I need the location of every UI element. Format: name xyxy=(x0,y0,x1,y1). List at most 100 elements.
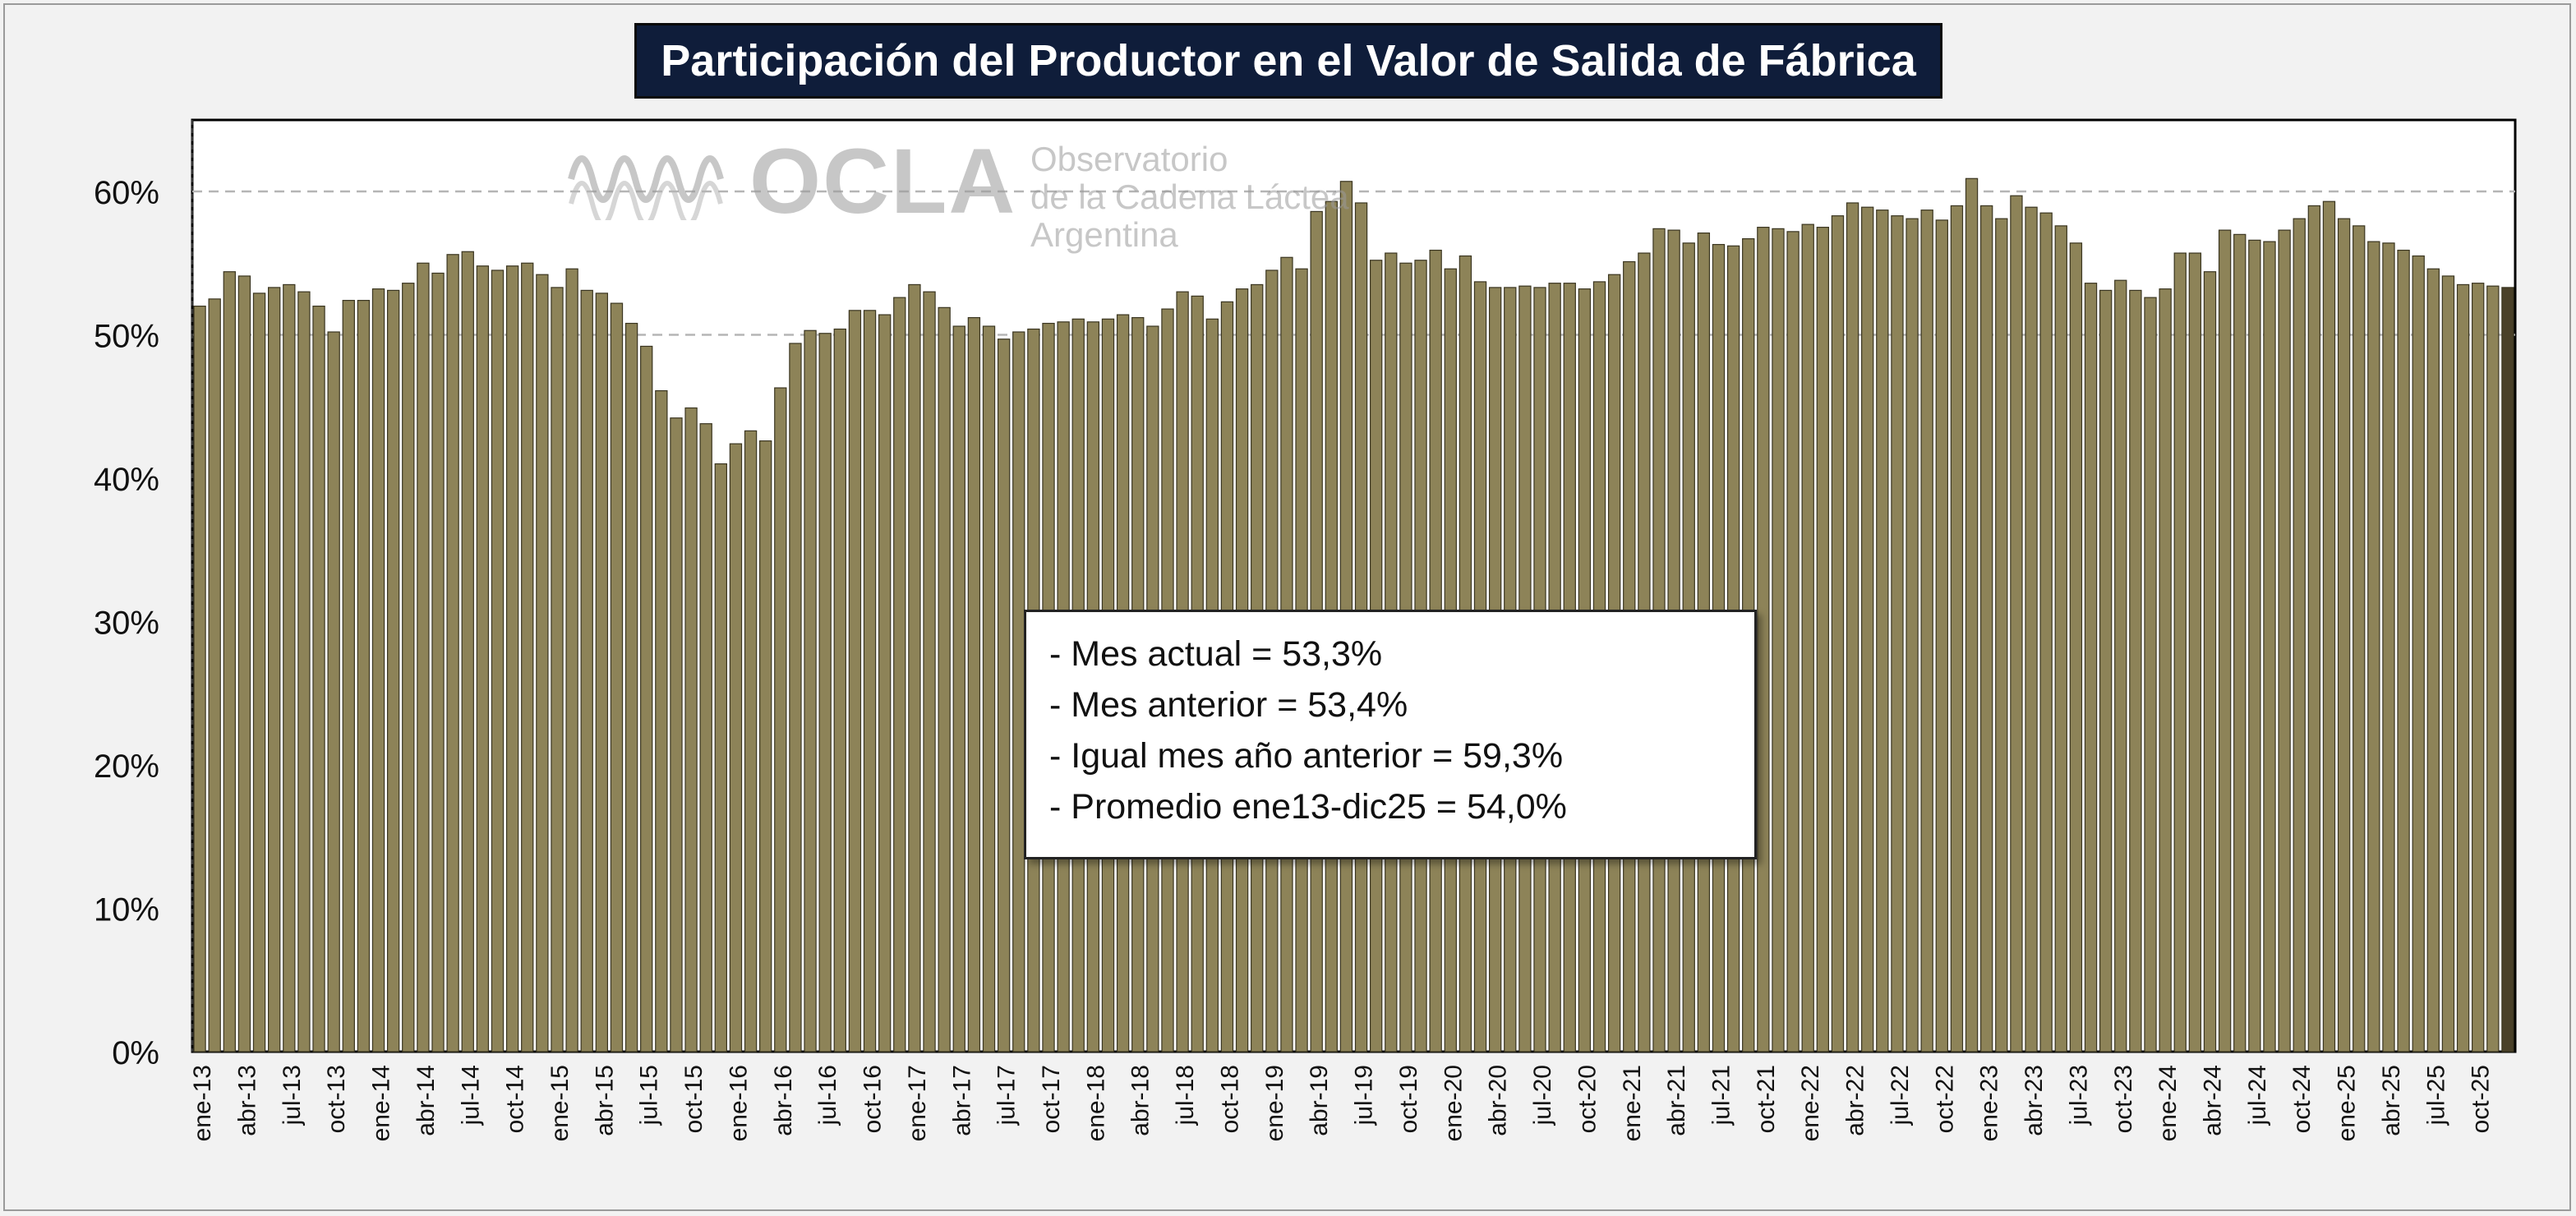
bar xyxy=(952,325,965,1052)
x-tick-label: oct-23 xyxy=(2110,1065,2137,1133)
bar xyxy=(461,251,474,1052)
bar xyxy=(1846,202,1859,1052)
x-tick-label: abr-17 xyxy=(948,1065,975,1136)
bar xyxy=(297,291,311,1052)
x-tick-label: jul-13 xyxy=(279,1065,306,1126)
bar xyxy=(2233,233,2247,1052)
bar xyxy=(2278,229,2291,1052)
bar xyxy=(252,292,266,1052)
x-tick-label: oct-21 xyxy=(1753,1065,1780,1133)
x-tick-label: ene-13 xyxy=(189,1065,216,1141)
bar xyxy=(818,333,832,1052)
x-tick-label: ene-21 xyxy=(1619,1065,1646,1141)
bar xyxy=(729,443,743,1052)
bar xyxy=(386,289,400,1052)
x-tick-label: oct-13 xyxy=(323,1065,350,1133)
y-tick-label: 20% xyxy=(94,748,159,785)
bar xyxy=(2412,255,2425,1052)
x-tick-label: ene-17 xyxy=(904,1065,931,1141)
bar xyxy=(2322,200,2336,1052)
bar xyxy=(2397,249,2410,1052)
bar xyxy=(536,274,549,1052)
x-tick-label: oct-25 xyxy=(2468,1065,2495,1133)
bar xyxy=(2129,289,2142,1052)
x-tick-label: ene-24 xyxy=(2154,1065,2182,1141)
bar xyxy=(402,283,415,1052)
bar xyxy=(521,262,534,1052)
bar xyxy=(2114,279,2127,1052)
bar xyxy=(1950,205,1964,1052)
bar xyxy=(2054,225,2067,1052)
x-tick-label: jul-17 xyxy=(993,1065,1021,1126)
bar xyxy=(342,300,355,1052)
bar xyxy=(997,339,1011,1052)
x-tick-label: jul-15 xyxy=(636,1065,663,1126)
bar xyxy=(774,387,787,1052)
bar xyxy=(655,389,668,1052)
y-tick-label: 30% xyxy=(94,606,159,642)
x-tick-label: abr-24 xyxy=(2200,1065,2227,1136)
bar xyxy=(1861,206,1874,1052)
x-tick-label: abr-15 xyxy=(591,1065,618,1136)
bar xyxy=(446,254,459,1052)
bar xyxy=(505,265,519,1052)
chart-title-box: Participación del Productor en el Valor … xyxy=(634,23,1942,99)
bar xyxy=(2472,283,2485,1052)
bar xyxy=(804,329,817,1052)
bar xyxy=(565,268,578,1052)
bar xyxy=(2188,252,2202,1052)
ocla-watermark: OCLA Observatorio de la Cadena Láctea Ar… xyxy=(567,130,1405,265)
bar xyxy=(371,288,385,1052)
bar xyxy=(833,328,846,1052)
bar xyxy=(193,306,206,1052)
bar xyxy=(1906,218,1919,1052)
bar xyxy=(908,283,921,1052)
x-tick-label: ene-16 xyxy=(725,1065,752,1141)
x-tick-label: ene-22 xyxy=(1797,1065,1824,1141)
x-tick-label: oct-17 xyxy=(1038,1065,1065,1133)
x-tick-label: oct-18 xyxy=(1216,1065,1243,1133)
bar xyxy=(2025,206,2038,1052)
bar xyxy=(431,272,445,1052)
bar xyxy=(1012,331,1025,1052)
x-tick-label: oct-22 xyxy=(1931,1065,1958,1133)
bar xyxy=(2293,218,2306,1052)
bar xyxy=(2203,271,2217,1052)
bar xyxy=(1801,223,1814,1052)
bar xyxy=(982,325,996,1052)
bar xyxy=(595,292,609,1052)
bar xyxy=(2010,195,2023,1052)
bar xyxy=(2144,297,2157,1052)
annotation-current-month: - Mes actual = 53,3% xyxy=(1049,634,1383,674)
bar xyxy=(1772,228,1785,1052)
bar xyxy=(1786,231,1800,1052)
bar xyxy=(2263,241,2276,1052)
annotation-box: - Mes actual = 53,3% - Mes anterior = 53… xyxy=(1024,610,1757,859)
watermark-line-2: de la Cadena Láctea xyxy=(1030,177,1349,216)
x-tick-label: oct-16 xyxy=(859,1065,887,1133)
x-tick-label: abr-22 xyxy=(1842,1065,1869,1136)
bar xyxy=(1831,215,1845,1052)
bar xyxy=(223,271,236,1052)
x-tick-label: ene-19 xyxy=(1261,1065,1288,1141)
bar xyxy=(1935,219,1948,1052)
annotation-previous-month: - Mes anterior = 53,4% xyxy=(1049,685,1408,725)
x-tick-label: oct-14 xyxy=(502,1065,529,1133)
bar xyxy=(237,275,251,1052)
bar xyxy=(878,314,892,1052)
bar xyxy=(863,310,877,1052)
annotation-same-month-last-year: - Igual mes año anterior = 59,3% xyxy=(1049,736,1564,776)
x-tick-label: oct-15 xyxy=(680,1065,707,1133)
bar xyxy=(2367,241,2380,1052)
x-tick-label: jul-25 xyxy=(2422,1065,2449,1126)
x-tick-label: jul-14 xyxy=(457,1065,484,1126)
bar xyxy=(283,283,296,1052)
bar xyxy=(2441,275,2455,1052)
y-tick-label: 50% xyxy=(94,319,159,355)
bar xyxy=(848,310,862,1052)
bar xyxy=(551,287,564,1052)
x-tick-label: oct-19 xyxy=(1395,1065,1422,1133)
bar xyxy=(1995,218,2008,1052)
bar xyxy=(327,331,340,1052)
y-tick-label: 40% xyxy=(94,462,159,498)
